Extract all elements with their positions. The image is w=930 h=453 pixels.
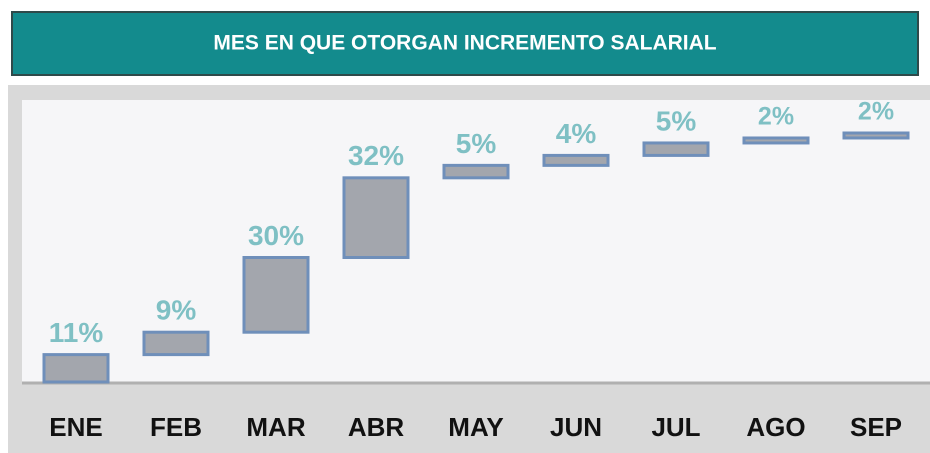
bar <box>642 141 710 157</box>
x-tick-label: JUN <box>550 412 602 442</box>
bar <box>242 256 310 334</box>
value-label: 5% <box>456 128 497 159</box>
value-label: 9% <box>156 295 197 326</box>
title-bar <box>11 11 919 76</box>
bar <box>42 353 110 384</box>
bar <box>142 330 210 357</box>
chart-title: MES EN QUE OTORGAN INCREMENTO SALARIAL <box>213 32 716 55</box>
x-tick-label: MAY <box>448 412 503 442</box>
value-label: 2% <box>858 98 894 126</box>
bar <box>542 153 610 167</box>
value-label: 2% <box>758 103 794 131</box>
x-tick-label: ABR <box>348 412 405 442</box>
value-label: 30% <box>248 220 304 251</box>
bar <box>842 131 910 140</box>
value-label: 5% <box>656 105 697 136</box>
value-label: 32% <box>348 140 404 171</box>
x-tick-label: AGO <box>746 412 805 442</box>
value-label: 4% <box>556 118 597 149</box>
x-tick-label: MAR <box>246 412 305 442</box>
x-tick-label: FEB <box>150 412 202 442</box>
x-tick-label: SEP <box>850 412 902 442</box>
x-tick-label: JUL <box>651 412 700 442</box>
value-label: 11% <box>49 317 104 348</box>
bar <box>442 163 510 180</box>
bar <box>342 176 410 260</box>
bar <box>742 136 810 145</box>
x-tick-label: ENE <box>49 412 102 442</box>
